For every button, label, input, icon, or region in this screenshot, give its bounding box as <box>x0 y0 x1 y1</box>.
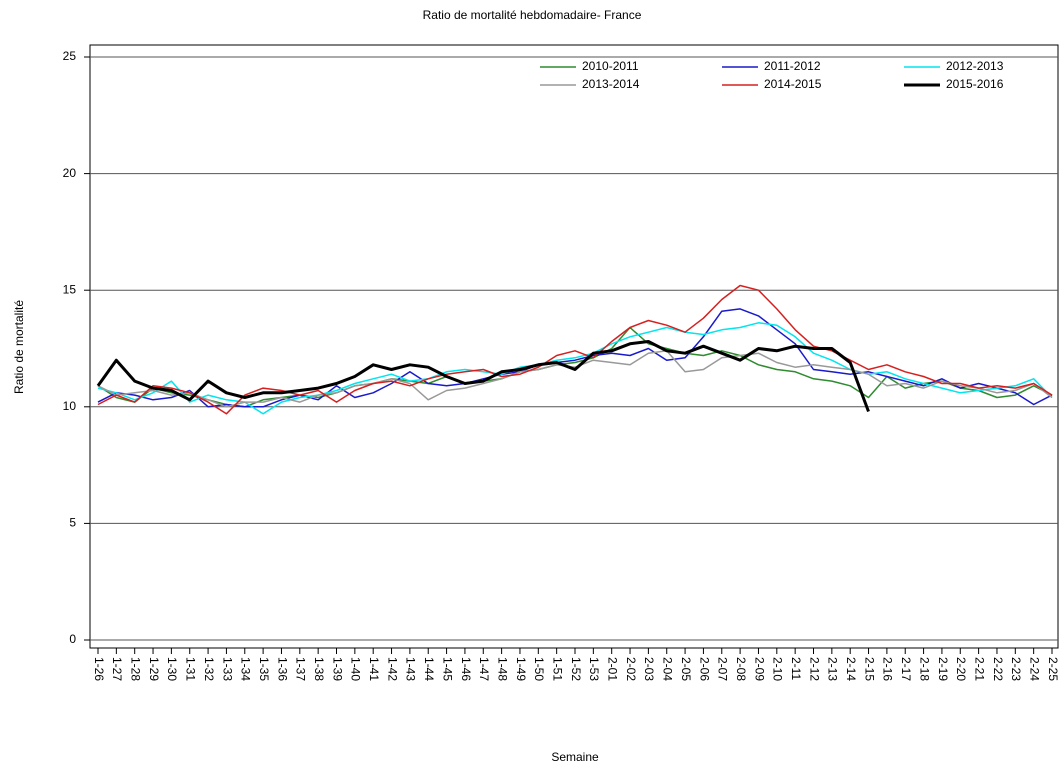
y-tick-label: 10 <box>63 399 77 413</box>
x-axis-label: Semaine <box>551 750 599 764</box>
x-tick-label: 2-14 <box>844 657 858 681</box>
plot-frame <box>89 44 1059 649</box>
x-tick-label: 1-46 <box>459 657 473 681</box>
x-tick-label: 1-34 <box>239 657 253 681</box>
x-tick-label: 2-21 <box>972 657 986 681</box>
x-tick-label: 2-06 <box>697 657 711 681</box>
x-tick-label: 2-07 <box>716 657 730 681</box>
x-tick-label: 2-18 <box>917 657 931 681</box>
chart-title: Ratio de mortalité hebdomadaire- France <box>423 8 642 22</box>
legend-label: 2012-2013 <box>946 59 1004 73</box>
x-tick-label: 1-52 <box>569 657 583 681</box>
x-tick-label: 1-30 <box>165 657 179 681</box>
x-tick-label: 2-22 <box>991 657 1005 681</box>
x-tick-label: 1-32 <box>202 657 216 681</box>
x-tick-label: 1-47 <box>477 657 491 681</box>
x-tick-label: 2-08 <box>734 657 748 681</box>
x-tick-label: 1-45 <box>440 657 454 681</box>
x-tick-label: 1-37 <box>294 657 308 681</box>
x-tick-label: 1-27 <box>110 657 124 681</box>
x-tick-label: 1-42 <box>385 657 399 681</box>
legend-label: 2010-2011 <box>582 59 639 73</box>
x-tick-label: 2-17 <box>899 657 913 681</box>
x-tick-label: 1-41 <box>367 657 381 681</box>
x-tick-label: 1-28 <box>129 657 143 681</box>
legend-label: 2013-2014 <box>582 77 640 91</box>
x-tick-label: 2-09 <box>752 657 766 681</box>
x-tick-label: 2-02 <box>624 657 638 681</box>
x-tick-label: 1-43 <box>404 657 418 681</box>
legend-label: 2011-2012 <box>764 59 821 73</box>
series-line <box>97 284 1053 415</box>
x-tick-label: 1-26 <box>92 657 106 681</box>
y-axis-label: Ratio de mortalité <box>12 300 26 394</box>
x-tick-label: 1-36 <box>275 657 289 681</box>
x-tick-label: 1-50 <box>532 657 546 681</box>
y-tick-label: 0 <box>69 632 76 646</box>
x-tick-label: 2-13 <box>826 657 840 681</box>
x-tick-label: 1-29 <box>147 657 161 681</box>
x-tick-label: 2-05 <box>679 657 693 681</box>
legend-label: 2015-2016 <box>946 77 1004 91</box>
y-tick-label: 25 <box>63 49 77 63</box>
x-tick-label: 1-31 <box>184 657 198 681</box>
x-tick-label: 1-49 <box>514 657 528 681</box>
x-tick-label: 2-04 <box>661 657 675 681</box>
x-tick-label: 2-12 <box>807 657 821 681</box>
series-line <box>97 308 1053 408</box>
x-tick-label: 1-39 <box>330 657 344 681</box>
x-tick-label: 1-51 <box>550 657 564 681</box>
x-tick-label: 2-19 <box>936 657 950 681</box>
x-tick-label: 1-38 <box>312 657 326 681</box>
x-tick-label: 2-15 <box>862 657 876 681</box>
y-tick-label: 15 <box>63 282 77 296</box>
series-line <box>97 322 1053 415</box>
x-tick-label: 2-11 <box>789 657 803 680</box>
x-tick-label: 2-25 <box>1046 657 1060 681</box>
x-tick-label: 2-23 <box>1009 657 1023 681</box>
legend-label: 2014-2015 <box>764 77 822 91</box>
x-tick-label: 1-53 <box>587 657 601 681</box>
y-tick-label: 5 <box>69 516 76 530</box>
series-line <box>97 350 1053 408</box>
y-tick-label: 20 <box>63 166 77 180</box>
series-line <box>96 340 870 413</box>
x-tick-label: 2-16 <box>881 657 895 681</box>
x-tick-label: 1-33 <box>220 657 234 681</box>
x-tick-label: 2-01 <box>606 657 620 681</box>
x-tick-label: 1-40 <box>349 657 363 681</box>
x-tick-label: 2-10 <box>771 657 785 681</box>
x-tick-label: 2-03 <box>642 657 656 681</box>
x-tick-label: 2-20 <box>954 657 968 681</box>
x-tick-label: 1-44 <box>422 657 436 681</box>
x-tick-label: 1-35 <box>257 657 271 681</box>
x-tick-label: 1-48 <box>495 657 509 681</box>
x-tick-label: 2-24 <box>1027 657 1041 681</box>
